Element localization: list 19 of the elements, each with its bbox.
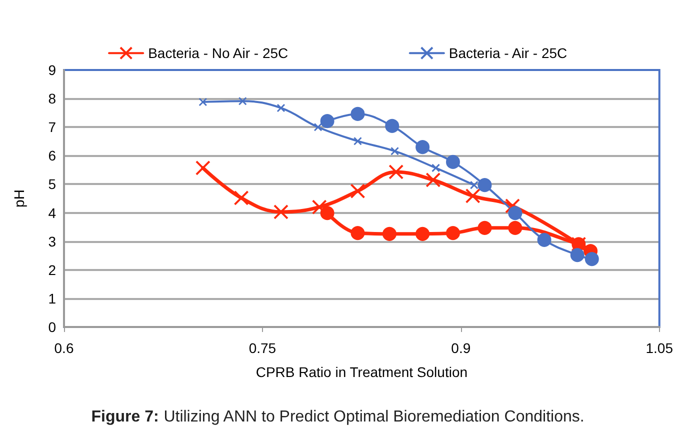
legend-label: Bacteria - Air - 25C xyxy=(448,45,568,62)
y-axis-title: pH xyxy=(11,190,27,208)
x-axis-title: CPRB Ratio in Treatment Solution xyxy=(256,364,468,380)
y-tick-label: 7 xyxy=(48,119,56,136)
y-tick-label: 3 xyxy=(48,233,56,250)
y-tick-label: 5 xyxy=(48,176,56,192)
y-tick-label: 1 xyxy=(48,290,56,306)
y-tick-label: 4 xyxy=(48,204,56,221)
y-tick-label: 6 xyxy=(48,148,56,164)
x-tick-label: 1.05 xyxy=(646,340,674,356)
x-tick-label: 0.75 xyxy=(248,340,276,356)
y-tick-label: 8 xyxy=(48,90,56,107)
x-tick-label: 0.6 xyxy=(54,340,74,356)
text: Figure 7: Utilizing ANN to Predict Optimal Bioremediation Conditions. xyxy=(91,408,584,426)
y-tick-label: 9 xyxy=(48,62,56,78)
y-tick-label: 0 xyxy=(48,319,56,335)
legend-label: Bacteria - No Air - 25C xyxy=(148,45,288,62)
x-tick-label: 0.9 xyxy=(451,340,471,356)
y-tick-label: 2 xyxy=(48,262,56,278)
